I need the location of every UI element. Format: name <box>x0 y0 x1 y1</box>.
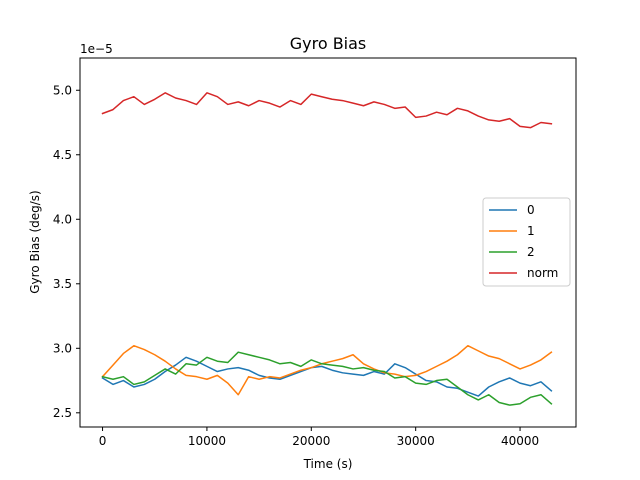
legend-label-2: 2 <box>527 245 535 259</box>
series-line-0 <box>101 356 553 397</box>
y-tick-label: 2.5 <box>53 406 72 420</box>
y-offset-label: 1e−5 <box>80 42 113 56</box>
x-tick-label: 40000 <box>501 434 539 448</box>
series-line-norm <box>101 92 553 129</box>
y-tick-label: 4.0 <box>53 212 72 226</box>
chart-title: Gyro Bias <box>290 34 367 53</box>
y-tick-label: 3.0 <box>53 341 72 355</box>
x-tick-label: 30000 <box>397 434 435 448</box>
x-tick-label: 0 <box>99 434 107 448</box>
legend <box>482 197 571 287</box>
series-line-2 <box>101 351 553 406</box>
y-axis-label: Gyro Bias (deg/s) <box>28 190 42 294</box>
y-tick-label: 3.5 <box>53 277 72 291</box>
y-tick-label: 5.0 <box>53 83 72 97</box>
series-line-1 <box>101 344 553 396</box>
y-tick-label: 4.5 <box>53 148 72 162</box>
x-tick-label: 10000 <box>188 434 226 448</box>
legend-label-0: 0 <box>527 203 535 217</box>
axes-frame <box>79 57 577 428</box>
x-tick-label: 20000 <box>292 434 330 448</box>
legend-label-1: 1 <box>527 224 535 238</box>
x-axis-label: Time (s) <box>303 457 353 471</box>
plot-area: 0 10000 20000 30000 40000 2.5 3.0 3.5 4.0 4.5 5.0 0… <box>53 57 577 448</box>
legend-label-norm: norm <box>527 266 558 280</box>
